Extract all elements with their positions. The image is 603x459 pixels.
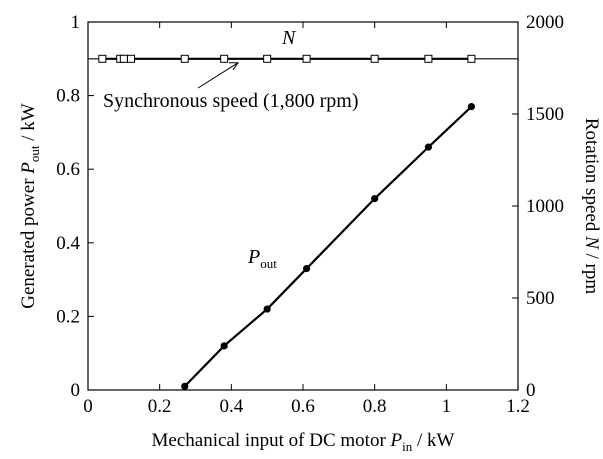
y-right-tick-label: 2000 — [526, 12, 564, 33]
x-tick-label: 0.6 — [291, 396, 315, 417]
data-point-P — [220, 342, 228, 350]
data-point-N — [424, 54, 433, 63]
x-tick-label: 0.2 — [148, 396, 172, 417]
data-point-N — [302, 54, 311, 63]
data-point-N — [98, 54, 107, 63]
y-left-tick-label: 0.6 — [56, 159, 80, 180]
y-right-tick-label: 0 — [526, 380, 536, 401]
synchronous-speed-annotation: Synchronous speed (1,800 rpm) — [103, 90, 359, 112]
y-left-tick-label: 0.2 — [56, 306, 80, 327]
data-point-P — [467, 103, 476, 111]
y-left-tick-label: 0 — [71, 380, 81, 401]
y-right-tick-label: 1000 — [526, 196, 564, 217]
y-left-tick-label: 0.8 — [56, 86, 80, 107]
annotation-arrow-head — [229, 62, 239, 71]
data-point-P — [424, 143, 433, 151]
annotation-arrow-shaft — [197, 62, 239, 89]
data-point-P — [302, 264, 311, 273]
x-tick-label: 0 — [83, 396, 93, 417]
data-point-N — [127, 54, 135, 63]
data-point-N — [119, 54, 128, 63]
data-point-N — [370, 54, 379, 63]
data-point-P — [181, 382, 189, 390]
plot-frame — [87, 21, 519, 391]
y-left-axis-label: Generated power Pout / kW — [18, 103, 42, 309]
x-tick-label: 1 — [442, 396, 452, 417]
x-axis-label: Mechanical input of DC motor Pin / kW — [152, 430, 455, 454]
series-label-Pout: Pout — [247, 246, 277, 271]
data-point-P — [371, 195, 379, 203]
y-right-tick-label: 500 — [526, 288, 555, 309]
series-label-N: N — [281, 27, 297, 49]
y-left-tick-label: 1 — [71, 12, 81, 33]
data-point-N — [220, 54, 229, 63]
y-right-tick-label: 1500 — [526, 104, 564, 125]
x-tick-label: 0.8 — [363, 396, 387, 417]
data-point-P — [263, 305, 271, 313]
x-tick-label: 0.4 — [219, 396, 243, 417]
data-point-N — [467, 54, 476, 63]
data-point-N — [263, 54, 272, 63]
y-left-tick-label: 0.4 — [56, 233, 80, 254]
y-right-axis-label: Rotation speed N / rpm — [581, 118, 602, 294]
x-tick-label: 1.2 — [506, 396, 530, 417]
data-point-N — [180, 54, 189, 63]
